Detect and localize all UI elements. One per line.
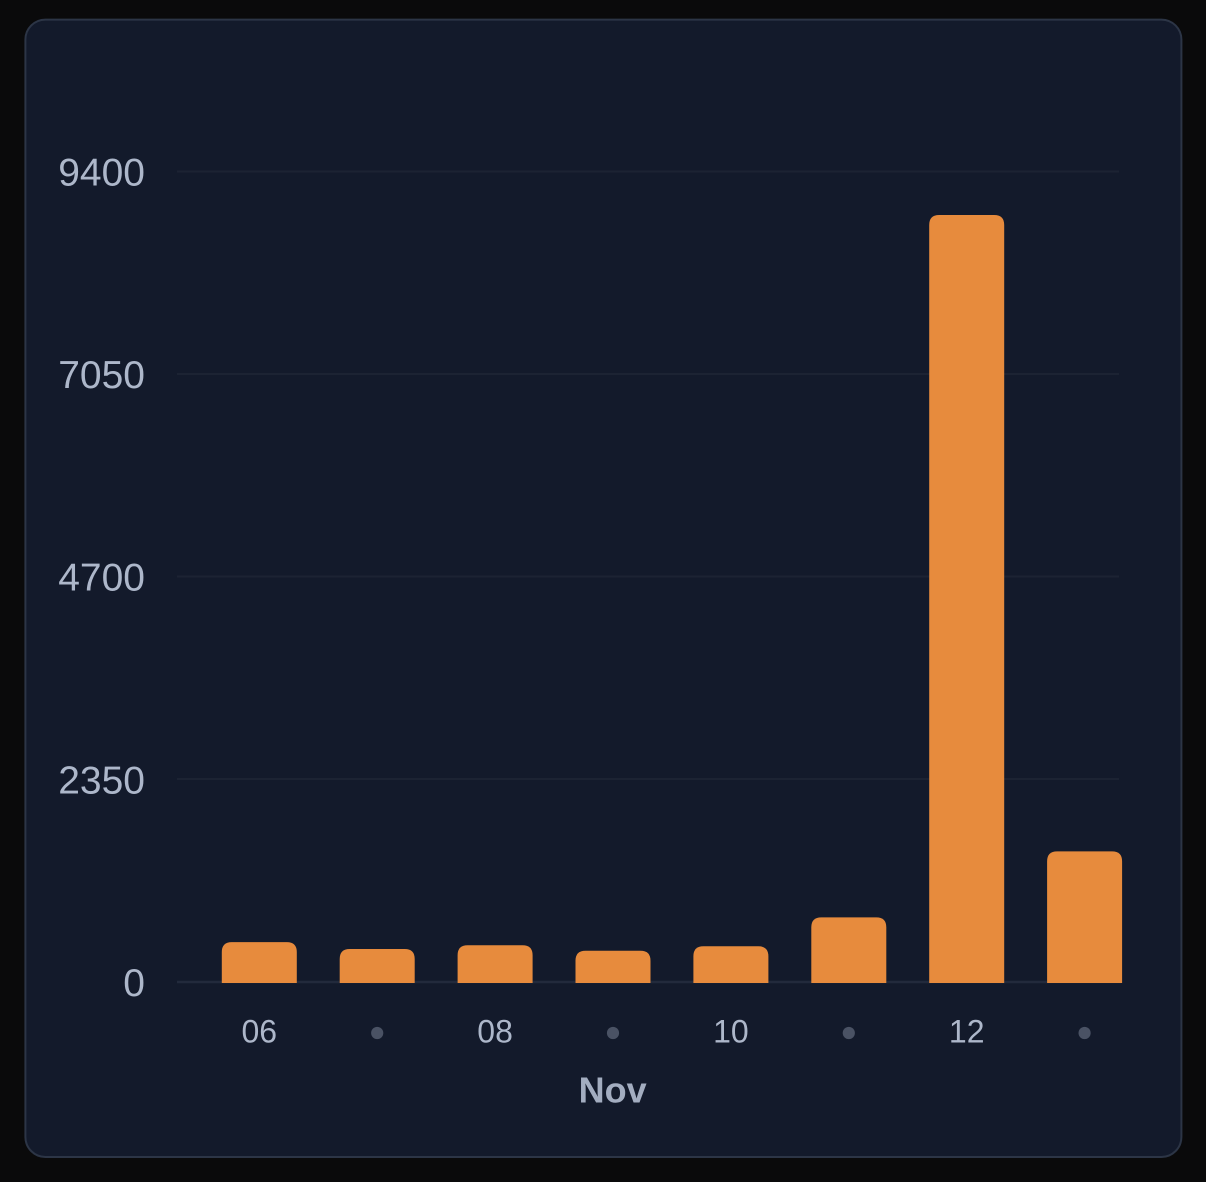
svg-text:06: 06 (242, 1013, 278, 1049)
svg-text:2350: 2350 (58, 759, 145, 802)
svg-text:Nov: Nov (579, 1070, 647, 1111)
svg-text:9400: 9400 (58, 152, 145, 195)
svg-text:08: 08 (477, 1013, 513, 1049)
svg-text:0: 0 (123, 962, 145, 1005)
svg-text:12: 12 (949, 1013, 985, 1049)
svg-text:4700: 4700 (58, 557, 145, 600)
svg-text:7050: 7050 (58, 354, 145, 397)
svg-text:10: 10 (713, 1013, 749, 1049)
